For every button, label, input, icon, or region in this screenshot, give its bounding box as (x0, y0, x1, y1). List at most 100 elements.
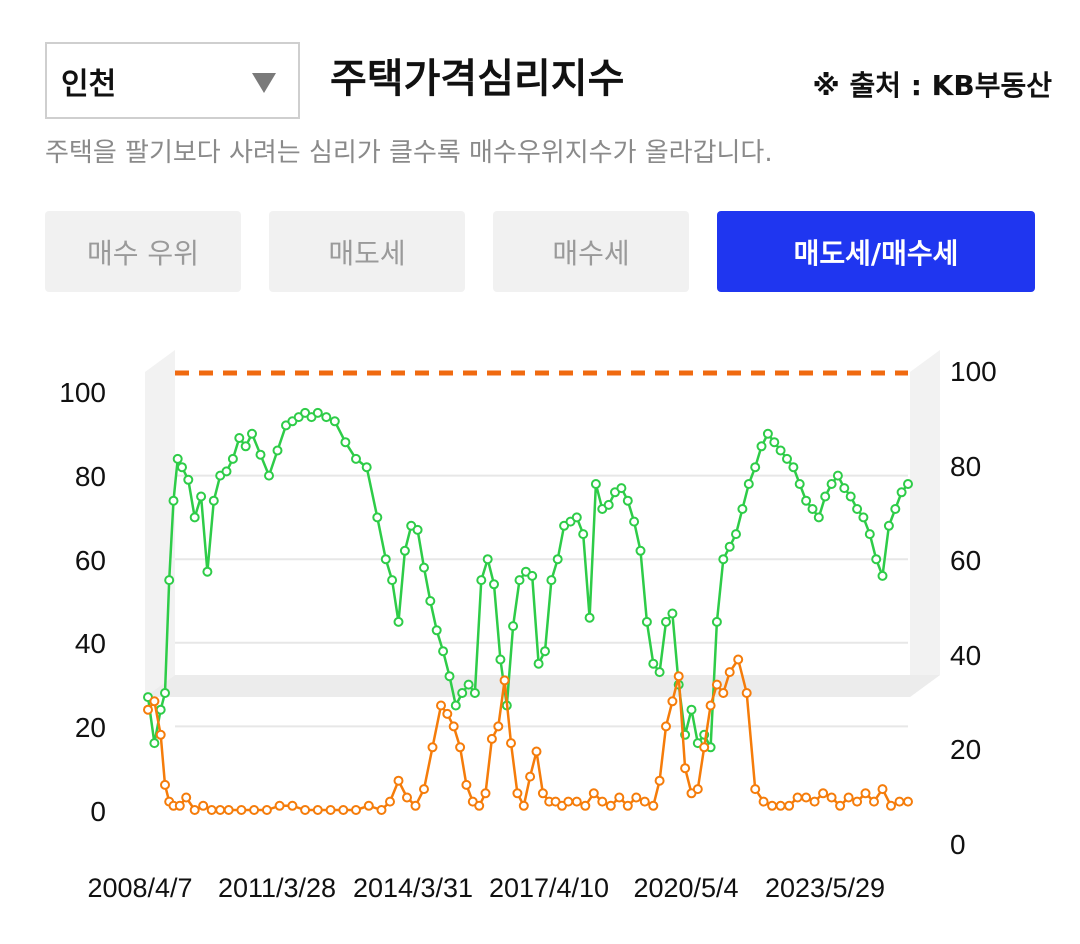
data-point-buyer[interactable] (680, 763, 691, 774)
dropdown-arrow-icon[interactable] (252, 73, 276, 93)
data-point-buyer[interactable] (376, 805, 387, 815)
region-select[interactable]: 인천 (45, 42, 300, 119)
data-point-buyer[interactable] (648, 800, 659, 811)
data-point-buyer[interactable] (518, 800, 529, 811)
data-point-buyer[interactable] (363, 800, 374, 811)
data-point-seller[interactable] (255, 449, 266, 460)
data-point-seller[interactable] (340, 437, 351, 448)
data-point-seller[interactable] (227, 453, 238, 464)
data-point-seller[interactable] (482, 554, 493, 565)
data-point-buyer[interactable] (493, 721, 504, 732)
data-point-buyer[interactable] (801, 792, 812, 803)
data-point-seller[interactable] (247, 428, 257, 439)
data-point-seller[interactable] (845, 491, 856, 502)
data-point-seller[interactable] (450, 700, 461, 711)
data-point-seller[interactable] (782, 453, 792, 464)
data-point-seller[interactable] (508, 621, 519, 632)
data-point-buyer[interactable] (402, 792, 412, 803)
data-point-buyer[interactable] (442, 708, 453, 719)
data-point-seller[interactable] (807, 504, 818, 514)
data-point-buyer[interactable] (325, 805, 336, 815)
data-point-seller[interactable] (463, 679, 474, 690)
data-point-seller[interactable] (858, 512, 869, 523)
data-point-seller[interactable] (718, 554, 729, 565)
data-point-seller[interactable] (737, 504, 748, 514)
data-point-seller[interactable] (372, 512, 383, 523)
data-point-buyer[interactable] (826, 792, 837, 803)
data-point-buyer[interactable] (835, 800, 846, 811)
data-point-buyer[interactable] (860, 788, 871, 799)
data-point-buyer[interactable] (274, 800, 285, 811)
data-point-seller[interactable] (552, 554, 563, 565)
data-point-buyer[interactable] (236, 805, 247, 815)
data-point-seller[interactable] (533, 658, 544, 669)
data-point-buyer[interactable] (486, 733, 497, 744)
data-point-seller[interactable] (387, 575, 398, 586)
data-point-buyer[interactable] (448, 721, 459, 732)
data-point-seller[interactable] (775, 445, 786, 456)
data-point-seller[interactable] (527, 570, 538, 581)
data-point-seller[interactable] (172, 453, 183, 464)
data-point-buyer[interactable] (597, 796, 608, 807)
data-point-buyer[interactable] (750, 784, 761, 795)
data-point-seller[interactable] (412, 524, 423, 535)
data-point-seller[interactable] (839, 483, 850, 494)
data-point-buyer[interactable] (843, 792, 854, 803)
data-point-seller[interactable] (813, 512, 824, 523)
data-point-seller[interactable] (896, 487, 907, 498)
data-point-buyer[interactable] (724, 667, 735, 678)
data-point-seller[interactable] (877, 570, 888, 581)
data-point-buyer[interactable] (499, 675, 510, 686)
data-point-seller[interactable] (801, 495, 812, 506)
data-point-buyer[interactable] (580, 800, 591, 811)
data-point-seller[interactable] (903, 479, 913, 489)
tab-sell-buy-pressure[interactable]: 매도세/매수세 (717, 211, 1035, 292)
data-point-buyer[interactable] (249, 805, 260, 815)
data-point-buyer[interactable] (767, 800, 778, 811)
data-point-seller[interactable] (731, 529, 741, 540)
data-point-seller[interactable] (476, 575, 487, 586)
data-point-buyer[interactable] (877, 784, 888, 795)
data-point-buyer[interactable] (667, 696, 678, 707)
data-point-buyer[interactable] (869, 796, 879, 807)
data-point-seller[interactable] (711, 616, 722, 627)
data-point-buyer[interactable] (419, 784, 429, 795)
data-point-seller[interactable] (208, 495, 219, 506)
data-point-seller[interactable] (832, 470, 843, 481)
data-point-seller[interactable] (743, 479, 754, 489)
data-point-buyer[interactable] (410, 800, 421, 811)
data-point-seller[interactable] (444, 671, 455, 682)
data-point-seller[interactable] (546, 575, 557, 586)
data-point-seller[interactable] (272, 445, 283, 456)
data-point-buyer[interactable] (181, 792, 192, 803)
data-point-seller[interactable] (431, 625, 442, 636)
data-point-buyer[interactable] (673, 671, 684, 682)
data-point-buyer[interactable] (206, 805, 217, 815)
data-point-seller[interactable] (164, 575, 175, 586)
data-point-seller[interactable] (578, 529, 589, 540)
data-point-buyer[interactable] (143, 704, 153, 715)
data-point-buyer[interactable] (631, 792, 642, 803)
data-point-buyer[interactable] (775, 800, 786, 811)
data-point-buyer[interactable] (531, 746, 542, 757)
data-point-buyer[interactable] (506, 738, 516, 749)
data-point-seller[interactable] (654, 667, 665, 678)
data-point-buyer[interactable] (886, 800, 896, 811)
data-point-seller[interactable] (590, 479, 601, 489)
data-point-seller[interactable] (616, 483, 627, 494)
data-point-seller[interactable] (788, 462, 799, 473)
data-point-buyer[interactable] (474, 800, 485, 811)
data-point-seller[interactable] (489, 579, 499, 590)
data-point-buyer[interactable] (784, 800, 795, 811)
data-point-seller[interactable] (514, 575, 525, 586)
data-point-buyer[interactable] (480, 788, 491, 799)
data-point-seller[interactable] (264, 470, 274, 481)
data-point-seller[interactable] (361, 462, 372, 473)
data-point-seller[interactable] (312, 407, 323, 418)
data-point-seller[interactable] (667, 608, 678, 619)
data-point-seller[interactable] (168, 495, 179, 506)
data-point-seller[interactable] (457, 688, 468, 698)
data-point-buyer[interactable] (300, 805, 311, 815)
data-point-buyer[interactable] (733, 654, 744, 665)
data-point-buyer[interactable] (718, 688, 729, 698)
